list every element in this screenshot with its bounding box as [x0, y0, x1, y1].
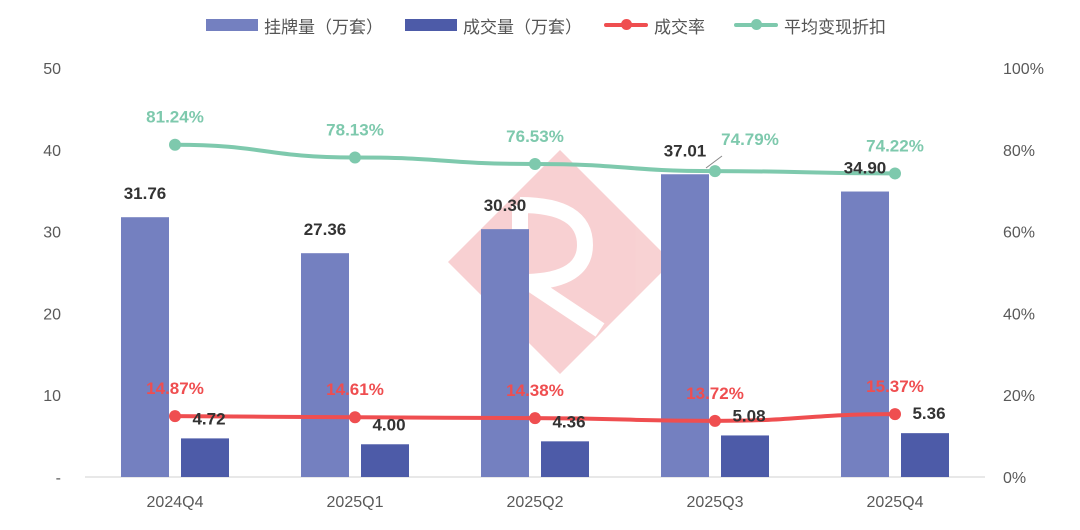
line-label-discount: 76.53%	[506, 127, 564, 146]
chart-legend: 挂牌量（万套） 成交量（万套） 成交率 平均变现折扣	[0, 10, 1080, 40]
line-label-discount: 81.24%	[146, 108, 204, 127]
y-left-tick-label: -	[56, 470, 61, 487]
bar-listings	[661, 174, 709, 478]
bar-label-transactions: 5.08	[732, 406, 765, 425]
legend-label-transactions: 成交量（万套）	[463, 17, 582, 38]
x-tick-label: 2024Q4	[147, 494, 204, 511]
bar-label-listings: 30.30	[484, 196, 527, 215]
y-right-tick-label: 0%	[1003, 470, 1026, 487]
line-label-rate: 14.61%	[326, 380, 384, 399]
line-label-rate: 14.38%	[506, 381, 564, 400]
x-tick-label: 2025Q2	[507, 494, 564, 511]
bar-transactions	[901, 433, 949, 477]
bar-label-transactions: 5.36	[912, 404, 945, 423]
point-rate	[889, 408, 901, 421]
y-right-tick-label: 20%	[1003, 388, 1035, 405]
bar-listings	[121, 217, 169, 478]
bar-label-transactions: 4.72	[192, 409, 225, 428]
bar-transactions	[361, 444, 409, 477]
line-label-rate: 15.37%	[866, 377, 924, 396]
line-label-discount: 74.22%	[866, 136, 924, 155]
x-tick-label: 2025Q3	[687, 494, 744, 511]
bar-label-listings: 31.76	[124, 184, 167, 203]
x-tick-label: 2025Q4	[867, 494, 924, 511]
x-tick-label: 2025Q1	[327, 494, 384, 511]
line-label-discount: 78.13%	[326, 120, 384, 139]
point-rate	[709, 414, 721, 427]
line-label-discount: 74.79%	[721, 130, 779, 149]
bar-label-listings: 27.36	[304, 220, 347, 239]
point-rate	[169, 410, 181, 423]
legend-label-listings: 挂牌量（万套）	[264, 17, 383, 38]
point-discount	[529, 157, 541, 170]
y-left-tick-label: 30	[43, 225, 61, 242]
legend-swatch-discount	[734, 19, 778, 30]
y-left-tick-label: 10	[43, 388, 61, 405]
y-left-tick-label: 20	[43, 306, 61, 323]
legend-label-rate: 成交率	[654, 17, 705, 38]
point-discount	[349, 151, 361, 164]
legend-item-discount: 平均变现折扣	[734, 10, 886, 40]
y-right-tick-label: 100%	[1003, 61, 1044, 78]
bar-label-transactions: 4.36	[552, 412, 585, 431]
y-right-tick-label: 40%	[1003, 306, 1035, 323]
legend-swatch-transactions	[405, 19, 457, 31]
legend-swatch-rate	[604, 19, 648, 30]
legend-swatch-listings	[206, 19, 258, 31]
legend-item-transactions: 成交量（万套）	[405, 10, 582, 40]
point-rate	[529, 412, 541, 425]
bar-listings	[481, 229, 529, 477]
bar-transactions	[181, 438, 229, 477]
bar-label-listings: 34.90	[844, 159, 887, 178]
bar-transactions	[721, 435, 769, 477]
y-left-tick-label: 40	[43, 143, 61, 160]
bar-label-transactions: 4.00	[372, 415, 405, 434]
bar-listings	[841, 191, 889, 477]
bar-label-listings: 37.01	[664, 141, 707, 160]
line-label-rate: 14.87%	[146, 379, 204, 398]
bar-transactions	[541, 441, 589, 477]
point-discount	[709, 165, 721, 178]
legend-label-discount: 平均变现折扣	[784, 17, 886, 38]
point-discount	[889, 167, 901, 180]
y-right-tick-label: 80%	[1003, 143, 1035, 160]
point-discount	[169, 138, 181, 151]
point-rate	[349, 411, 361, 424]
y-left-tick-label: 50	[43, 61, 61, 78]
label-leader-line	[705, 155, 723, 169]
legend-item-rate: 成交率	[604, 10, 705, 40]
y-right-tick-label: 60%	[1003, 225, 1035, 242]
legend-item-listings: 挂牌量（万套）	[206, 10, 383, 40]
line-label-rate: 13.72%	[686, 384, 744, 403]
bar-listings	[301, 253, 349, 477]
